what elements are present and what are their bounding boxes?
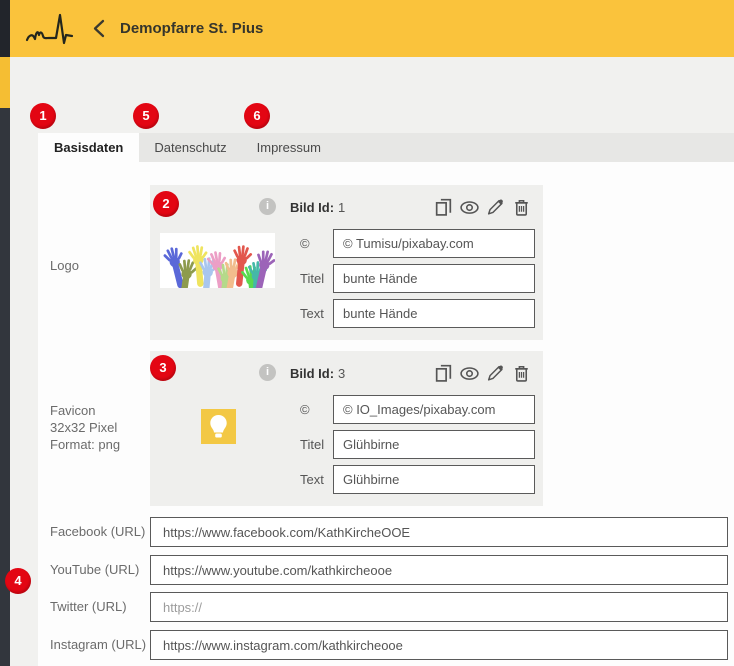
favicon-row-label: Favicon 32x32 Pixel Format: png	[50, 402, 120, 453]
favicon-text-input[interactable]	[333, 465, 535, 494]
info-icon[interactable]: i	[259, 198, 276, 215]
text-field-label: Text	[300, 472, 324, 487]
titel-field-label: Titel	[300, 437, 325, 452]
delete-trash-icon[interactable]	[511, 196, 532, 217]
annotation-marker-4: 4	[5, 568, 31, 594]
facebook-url-input[interactable]	[150, 517, 728, 547]
facebook-url-row: Facebook (URL)	[38, 517, 734, 547]
bild-id-value: 3	[338, 366, 346, 381]
favicon-titel-input[interactable]	[333, 430, 535, 459]
youtube-url-input[interactable]	[150, 555, 728, 585]
preview-eye-icon[interactable]	[459, 362, 480, 383]
twitter-url-row: Twitter (URL)	[38, 592, 734, 622]
edit-pencil-icon[interactable]	[485, 362, 506, 383]
favicon-image-panel: i Bild Id: 3	[150, 351, 543, 506]
titel-field-label: Titel	[300, 271, 325, 286]
copyright-field-label: ©	[300, 236, 310, 251]
facebook-url-label: Facebook (URL)	[50, 524, 146, 539]
tab-bar: Basisdaten Datenschutz Impressum	[38, 133, 734, 162]
tab-impressum[interactable]: Impressum	[256, 140, 321, 155]
youtube-url-row: YouTube (URL)	[38, 555, 734, 585]
app-header: Demopfarre St. Pius	[10, 0, 734, 57]
image-toolbar	[433, 362, 532, 383]
annotation-marker-2: 2	[153, 191, 179, 217]
sidebar-active-item[interactable]	[0, 57, 10, 108]
preview-eye-icon[interactable]	[459, 196, 480, 217]
page-title: Demopfarre St. Pius	[120, 20, 264, 37]
favicon-label-line: 32x32 Pixel	[50, 420, 118, 435]
image-toolbar	[433, 196, 532, 217]
bild-id-label: Bild Id:	[290, 200, 335, 215]
ekg-logo-icon	[25, 13, 74, 45]
edit-pencil-icon[interactable]	[485, 196, 506, 217]
instagram-url-label: Instagram (URL)	[50, 637, 147, 652]
text-field-label: Text	[300, 306, 324, 321]
instagram-url-input[interactable]	[150, 630, 728, 660]
logo-copyright-input[interactable]	[333, 229, 535, 258]
back-chevron-icon[interactable]	[90, 18, 110, 38]
logo-row-label: Logo	[50, 258, 79, 273]
instagram-url-row: Instagram (URL)	[38, 630, 734, 660]
annotation-marker-6: 6	[244, 103, 270, 129]
logo-titel-input[interactable]	[333, 264, 535, 293]
info-icon[interactable]: i	[259, 364, 276, 381]
logo-thumbnail-colorful-hands	[160, 233, 275, 288]
bild-id-value: 1	[338, 200, 346, 215]
annotation-marker-3: 3	[150, 355, 176, 381]
bild-id-label: Bild Id:	[290, 366, 335, 381]
annotation-marker-5: 5	[133, 103, 159, 129]
favicon-thumbnail-lightbulb	[201, 409, 236, 444]
content-card: Logo Favicon 32x32 Pixel Format: png i B…	[38, 162, 734, 666]
bild-id: Bild Id: 3	[290, 366, 345, 381]
copyright-field-label: ©	[300, 402, 310, 417]
twitter-url-label: Twitter (URL)	[50, 599, 127, 614]
youtube-url-label: YouTube (URL)	[50, 562, 140, 577]
annotation-marker-1: 1	[30, 103, 56, 129]
favicon-label-line: Favicon	[50, 403, 96, 418]
sidebar-top-segment	[0, 0, 10, 57]
bild-id: Bild Id: 1	[290, 200, 345, 215]
logo-image-panel: i Bild Id: 1	[150, 185, 543, 340]
delete-trash-icon[interactable]	[511, 362, 532, 383]
favicon-copyright-input[interactable]	[333, 395, 535, 424]
twitter-url-input[interactable]	[150, 592, 728, 622]
favicon-label-line: Format: png	[50, 437, 121, 452]
tab-datenschutz[interactable]: Datenschutz	[154, 140, 227, 155]
copy-icon[interactable]	[433, 362, 454, 383]
copy-icon[interactable]	[433, 196, 454, 217]
tab-basisdaten[interactable]: Basisdaten	[38, 133, 140, 162]
collapsed-sidebar	[0, 0, 10, 666]
logo-text-input[interactable]	[333, 299, 535, 328]
